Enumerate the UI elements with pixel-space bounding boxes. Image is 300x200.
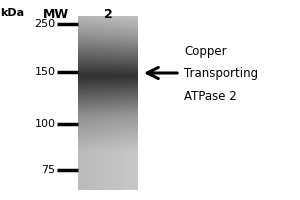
Text: 250: 250 [34, 19, 56, 29]
Text: 75: 75 [41, 165, 56, 175]
Text: kDa: kDa [0, 8, 24, 18]
Text: Copper: Copper [184, 46, 227, 58]
Text: 2: 2 [103, 8, 112, 21]
Text: 150: 150 [34, 67, 56, 77]
Text: MW: MW [42, 8, 69, 21]
Text: ATPase 2: ATPase 2 [184, 90, 237, 102]
Text: Transporting: Transporting [184, 68, 259, 80]
Text: 100: 100 [34, 119, 56, 129]
